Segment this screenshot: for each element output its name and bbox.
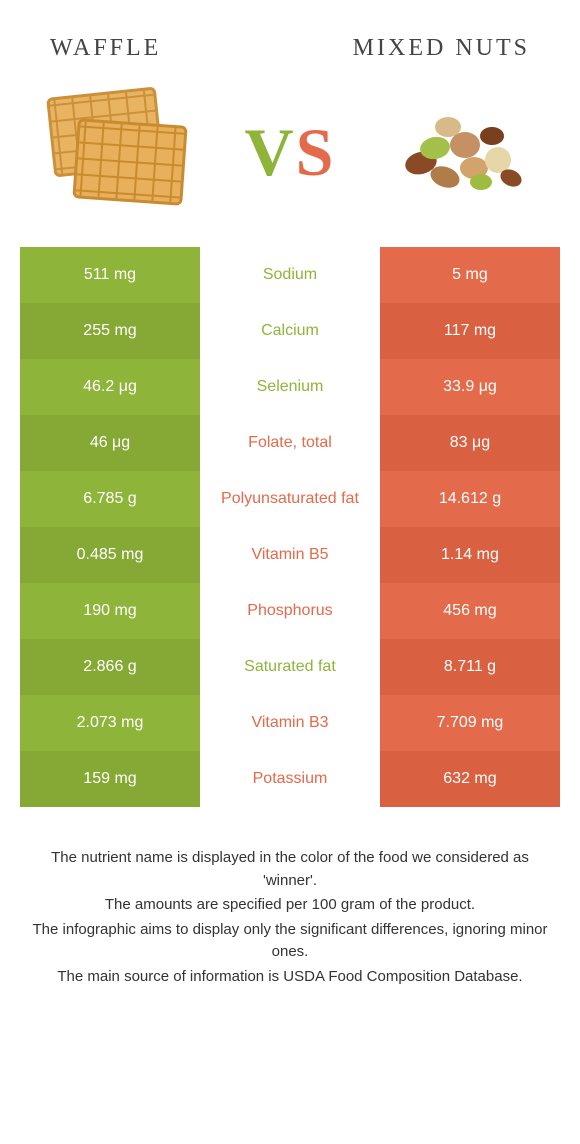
table-row: 46 μgFolate, total83 μg	[20, 415, 560, 471]
infographic-container: WAFFLE MIXED NUTS VS 511 mgSodium5 mg255…	[0, 0, 580, 1144]
left-value: 46 μg	[20, 415, 200, 471]
left-value: 255 mg	[20, 303, 200, 359]
right-value: 8.711 g	[380, 639, 560, 695]
waffle-icon	[30, 82, 210, 222]
left-value: 159 mg	[20, 751, 200, 807]
left-value: 190 mg	[20, 583, 200, 639]
table-row: 6.785 gPolyunsaturated fat14.612 g	[20, 471, 560, 527]
vs-v: V	[245, 114, 296, 190]
table-row: 0.485 mgVitamin B51.14 mg	[20, 527, 560, 583]
right-value: 7.709 mg	[380, 695, 560, 751]
footer-line: The infographic aims to display only the…	[26, 919, 554, 964]
nutrient-table: 511 mgSodium5 mg255 mgCalcium117 mg46.2 …	[20, 247, 560, 807]
right-value: 456 mg	[380, 583, 560, 639]
right-value: 632 mg	[380, 751, 560, 807]
right-food-title: MIXED NUTS	[353, 35, 530, 62]
mixed-nuts-icon	[370, 82, 550, 222]
left-value: 2.866 g	[20, 639, 200, 695]
right-value: 83 μg	[380, 415, 560, 471]
nutrient-label: Vitamin B3	[200, 695, 380, 751]
right-value: 14.612 g	[380, 471, 560, 527]
footer-notes: The nutrient name is displayed in the co…	[20, 847, 560, 990]
nutrient-label: Saturated fat	[200, 639, 380, 695]
left-value: 6.785 g	[20, 471, 200, 527]
right-value: 1.14 mg	[380, 527, 560, 583]
table-row: 159 mgPotassium632 mg	[20, 751, 560, 807]
table-row: 190 mgPhosphorus456 mg	[20, 583, 560, 639]
nutrient-label: Potassium	[200, 751, 380, 807]
table-row: 2.866 gSaturated fat8.711 g	[20, 639, 560, 695]
right-value: 117 mg	[380, 303, 560, 359]
nutrient-label: Calcium	[200, 303, 380, 359]
nutrient-label: Phosphorus	[200, 583, 380, 639]
nutrient-label: Vitamin B5	[200, 527, 380, 583]
title-row: WAFFLE MIXED NUTS	[20, 20, 560, 72]
nutrient-label: Selenium	[200, 359, 380, 415]
vs-label: VS	[245, 113, 336, 192]
right-value: 33.9 μg	[380, 359, 560, 415]
left-value: 46.2 μg	[20, 359, 200, 415]
vs-s: S	[296, 114, 336, 190]
right-value: 5 mg	[380, 247, 560, 303]
nutrient-label: Folate, total	[200, 415, 380, 471]
left-value: 0.485 mg	[20, 527, 200, 583]
table-row: 46.2 μgSelenium33.9 μg	[20, 359, 560, 415]
left-value: 2.073 mg	[20, 695, 200, 751]
footer-line: The nutrient name is displayed in the co…	[26, 847, 554, 892]
table-row: 255 mgCalcium117 mg	[20, 303, 560, 359]
footer-line: The main source of information is USDA F…	[26, 966, 554, 989]
nutrient-label: Sodium	[200, 247, 380, 303]
left-food-title: WAFFLE	[50, 35, 161, 62]
nutrient-label: Polyunsaturated fat	[200, 471, 380, 527]
left-value: 511 mg	[20, 247, 200, 303]
table-row: 2.073 mgVitamin B37.709 mg	[20, 695, 560, 751]
hero-row: VS	[20, 72, 560, 247]
footer-line: The amounts are specified per 100 gram o…	[26, 894, 554, 917]
table-row: 511 mgSodium5 mg	[20, 247, 560, 303]
